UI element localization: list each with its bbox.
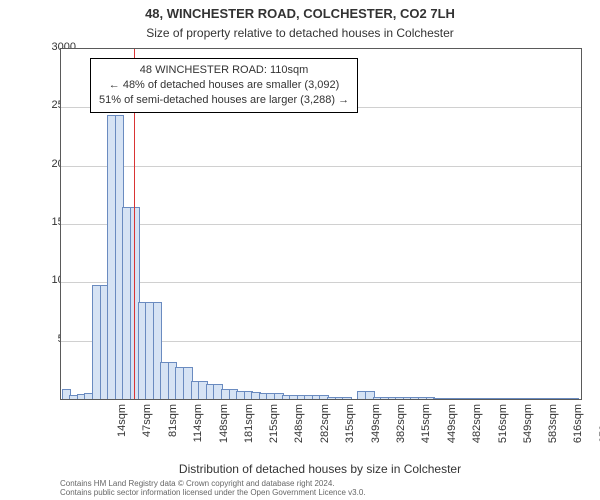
footer-line1: Contains HM Land Registry data © Crown c…: [60, 479, 580, 489]
info-box: 48 WINCHESTER ROAD: 110sqm ← 48% of deta…: [90, 58, 358, 113]
x-tick-label: 516sqm: [497, 404, 509, 464]
chart-title-sub: Size of property relative to detached ho…: [0, 26, 600, 40]
histogram-bar: [570, 398, 580, 399]
x-tick-label: 482sqm: [471, 404, 483, 464]
x-tick-label: 349sqm: [370, 404, 382, 464]
info-line1: 48 WINCHESTER ROAD: 110sqm: [99, 63, 349, 78]
footer-line2: Contains public sector information licen…: [60, 488, 580, 498]
x-tick-label: 549sqm: [522, 404, 534, 464]
x-tick-label: 282sqm: [319, 404, 331, 464]
x-tick-label: 248sqm: [293, 404, 305, 464]
y-axis-label: Number of detached properties: [8, 0, 22, 48]
chart-title-main: 48, WINCHESTER ROAD, COLCHESTER, CO2 7LH: [0, 6, 600, 21]
histogram-bar: [342, 397, 352, 399]
x-tick-label: 148sqm: [218, 404, 230, 464]
x-tick-label: 181sqm: [243, 404, 255, 464]
info-line3: 51% of semi-detached houses are larger (…: [99, 93, 349, 108]
x-tick-label: 215sqm: [268, 404, 280, 464]
x-tick-label: 114sqm: [192, 404, 204, 464]
x-tick-label: 81sqm: [167, 404, 179, 464]
info-line2: ← 48% of detached houses are smaller (3,…: [99, 78, 349, 93]
x-tick-label: 415sqm: [420, 404, 432, 464]
x-tick-label: 583sqm: [547, 404, 559, 464]
x-tick-label: 382sqm: [395, 404, 407, 464]
x-axis-label: Distribution of detached houses by size …: [60, 462, 580, 476]
x-tick-label: 449sqm: [446, 404, 458, 464]
chart-footer: Contains HM Land Registry data © Crown c…: [60, 479, 580, 498]
histogram-chart: 48, WINCHESTER ROAD, COLCHESTER, CO2 7LH…: [0, 0, 600, 500]
x-tick-label: 616sqm: [572, 404, 584, 464]
x-tick-label: 14sqm: [116, 404, 128, 464]
x-tick-label: 315sqm: [344, 404, 356, 464]
x-tick-label: 47sqm: [141, 404, 153, 464]
gridline: [61, 166, 581, 167]
